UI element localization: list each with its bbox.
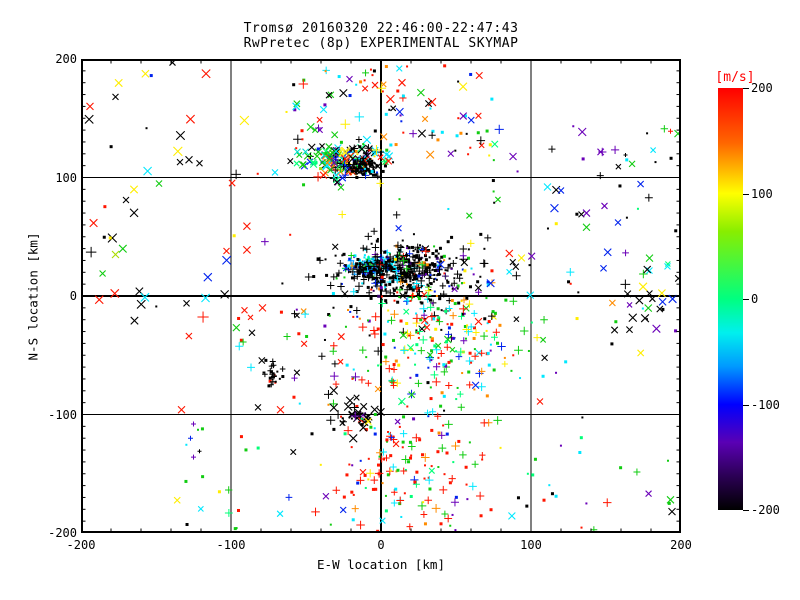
colorbar-tick bbox=[743, 404, 749, 406]
colorbar-tick-label: -100 bbox=[751, 397, 780, 412]
x-tick-label: 200 bbox=[670, 538, 692, 552]
y-tick-label: -100 bbox=[48, 407, 77, 422]
colorbar-gradient bbox=[718, 88, 743, 510]
colorbar-tick bbox=[743, 299, 749, 300]
plot-title-line1: Tromsø 20160320 22:46:00-22:47:43 bbox=[243, 21, 519, 36]
colorbar-unit-label: [m/s] bbox=[715, 70, 755, 85]
colorbar-tick-label: 0 bbox=[751, 292, 759, 306]
colorbar-tick-label: -200 bbox=[751, 503, 780, 517]
y-tick-label: 200 bbox=[55, 52, 77, 66]
y-tick-label: 100 bbox=[55, 170, 77, 185]
colorbar-tick-label: 100 bbox=[751, 186, 773, 201]
colorbar-tick bbox=[743, 510, 749, 511]
colorbar-tick bbox=[743, 193, 749, 195]
scatter-plot-canvas bbox=[81, 59, 681, 533]
x-axis-title: E-W location [km] bbox=[317, 557, 445, 572]
x-tick-label: -200 bbox=[66, 538, 96, 552]
colorbar-tick-label: 200 bbox=[751, 81, 773, 95]
y-tick-label: -200 bbox=[48, 526, 77, 540]
y-axis-title: N-S location [km] bbox=[25, 232, 41, 361]
x-tick-label: 0 bbox=[377, 538, 385, 552]
plot-area bbox=[81, 59, 681, 533]
plot-title-line2: RwPretec (8p) EXPERIMENTAL SKYMAP bbox=[243, 36, 519, 51]
x-tick-label: -100 bbox=[216, 538, 246, 552]
plot-title: Tromsø 20160320 22:46:00-22:47:43 RwPret… bbox=[81, 21, 681, 51]
y-tick-label: 0 bbox=[69, 289, 77, 303]
x-tick-label: 100 bbox=[520, 538, 542, 552]
colorbar-tick bbox=[743, 88, 749, 89]
